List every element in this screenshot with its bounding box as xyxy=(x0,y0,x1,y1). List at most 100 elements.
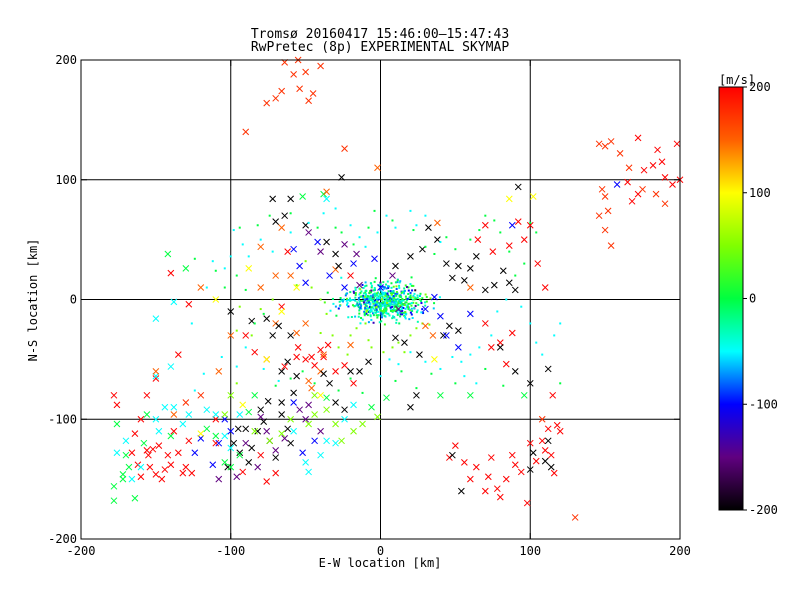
data-point xyxy=(323,188,330,196)
cloud-dot xyxy=(398,284,401,287)
cloud-dot xyxy=(385,298,388,301)
cloud-dot xyxy=(406,286,409,289)
data-point xyxy=(547,463,555,471)
data-point xyxy=(212,439,220,447)
data-point xyxy=(260,418,268,425)
cloud-dot xyxy=(416,294,419,297)
cloud-dot xyxy=(404,315,407,318)
cloud-dot xyxy=(338,304,341,307)
cloud-dot xyxy=(382,308,385,311)
cloud-dot xyxy=(364,281,367,284)
data-point xyxy=(424,214,427,217)
data-point xyxy=(241,243,244,246)
cloud-dot xyxy=(401,309,404,312)
data-point xyxy=(263,478,271,485)
data-point xyxy=(234,425,242,433)
data-point xyxy=(409,351,412,354)
cloud-dot xyxy=(391,317,394,320)
cloud-dot xyxy=(396,281,399,284)
data-point xyxy=(514,218,522,226)
data-point xyxy=(341,145,348,152)
cloud-dot xyxy=(370,289,373,292)
data-point xyxy=(437,312,444,320)
data-point xyxy=(484,367,487,370)
cloud-dot xyxy=(370,297,373,300)
data-point xyxy=(251,348,259,356)
data-point xyxy=(511,461,519,469)
cloud-dot xyxy=(410,307,413,310)
cloud-dot xyxy=(378,304,381,307)
cloud-dot xyxy=(395,318,398,321)
cloud-dot xyxy=(354,286,357,289)
data-point xyxy=(499,267,507,275)
cloud-dot xyxy=(349,297,352,300)
cloud-dot xyxy=(379,311,382,314)
data-point xyxy=(323,195,330,203)
cloud-dot xyxy=(389,290,392,293)
data-point xyxy=(379,375,382,378)
data-point xyxy=(245,459,253,466)
data-point xyxy=(613,181,621,188)
cloud-dot xyxy=(429,297,432,300)
data-point xyxy=(532,457,540,465)
cloud-dot xyxy=(383,311,386,314)
data-point xyxy=(235,382,238,385)
data-point xyxy=(167,461,175,469)
cloud-dot xyxy=(339,297,342,300)
y-tick-label: 200 xyxy=(55,53,77,67)
data-point xyxy=(487,454,495,461)
cloud-dot xyxy=(341,300,344,303)
data-point xyxy=(407,403,414,411)
cloud-dot xyxy=(389,308,392,311)
data-point xyxy=(302,68,309,76)
data-point xyxy=(242,425,250,433)
cloud-dot xyxy=(365,293,368,296)
data-point xyxy=(275,322,283,330)
cloud-dot xyxy=(380,315,383,318)
data-point xyxy=(113,401,121,409)
cloud-dot xyxy=(363,295,366,298)
cloud-dot xyxy=(372,289,375,292)
data-point xyxy=(155,427,163,435)
cloud-dot xyxy=(365,309,368,312)
cloud-dot xyxy=(398,281,401,284)
cloud-dot xyxy=(392,303,395,306)
data-point xyxy=(293,284,300,291)
cloud-dot xyxy=(393,298,396,301)
data-point xyxy=(394,379,397,382)
cloud-dot xyxy=(340,276,343,279)
data-point xyxy=(294,344,302,351)
data-point xyxy=(227,308,235,315)
data-point xyxy=(221,432,229,440)
data-point xyxy=(374,164,381,172)
cloud-dot xyxy=(386,295,389,298)
cloud-dot xyxy=(399,313,402,316)
data-point xyxy=(325,312,328,315)
data-point xyxy=(466,265,474,272)
data-point xyxy=(502,475,510,483)
data-point xyxy=(478,346,481,349)
data-point xyxy=(185,437,193,445)
cloud-dot xyxy=(395,285,398,288)
cloud-dot xyxy=(366,298,369,301)
data-point xyxy=(263,99,271,107)
data-point xyxy=(149,445,157,453)
cloud-dot xyxy=(386,292,389,295)
cloud-dot xyxy=(347,299,350,302)
data-point xyxy=(248,444,256,452)
data-point xyxy=(119,470,127,478)
colorbar-tick-label: 0 xyxy=(749,292,756,306)
cloud-dot xyxy=(379,309,382,312)
cloud-dot xyxy=(354,299,357,302)
data-point xyxy=(654,146,661,154)
cloud-dot xyxy=(364,291,367,294)
data-point xyxy=(364,245,367,248)
data-point xyxy=(317,62,324,70)
data-point xyxy=(311,411,318,418)
cloud-dot xyxy=(326,291,329,294)
cloud-dot xyxy=(354,296,357,299)
data-point xyxy=(317,391,324,399)
data-point xyxy=(598,185,606,193)
cloud-dot xyxy=(390,300,393,303)
data-point xyxy=(595,140,603,148)
